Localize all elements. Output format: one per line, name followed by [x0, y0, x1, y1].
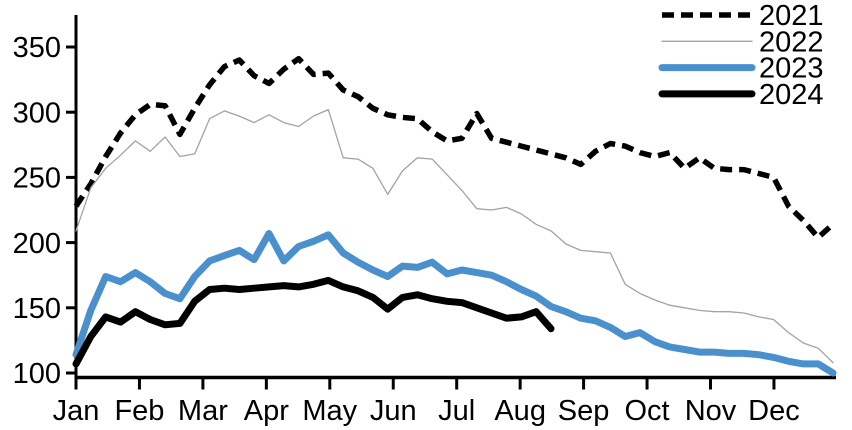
- x-tick-label: Jul: [438, 395, 475, 427]
- y-tick-label: 300: [13, 97, 61, 129]
- series-line-2023: [72, 230, 837, 377]
- x-tick-label: Aug: [494, 395, 546, 427]
- series-line-2024: [72, 276, 555, 368]
- legend-label-2021: 2021: [759, 0, 824, 32]
- x-tick-label: Feb: [114, 395, 164, 427]
- y-tick-label: 250: [13, 163, 61, 195]
- y-tick-label: 150: [13, 293, 61, 325]
- legend-entry-2023: 2023: [658, 53, 824, 85]
- x-tick-label: Jan: [53, 395, 100, 427]
- legend-entry-2021: 2021: [662, 0, 824, 32]
- y-tick-label: 350: [13, 32, 61, 64]
- legend-entry-2022: 2022: [661, 26, 824, 58]
- series-line-2021: [73, 55, 835, 241]
- x-tick-label: Nov: [685, 395, 737, 427]
- legend-label-2022: 2022: [759, 26, 824, 58]
- legend-entry-2024: 2024: [658, 79, 824, 111]
- x-tick-label: Mar: [178, 395, 228, 427]
- y-tick-label: 200: [13, 228, 61, 260]
- axes: 350 300 250 200 150 100 Jan Feb Mar Apr May Jun Jul A…: [13, 15, 836, 427]
- y-tick-label: 100: [13, 358, 61, 390]
- legend-label-2024: 2024: [759, 79, 824, 111]
- x-tick-label: May: [302, 395, 357, 427]
- x-tick-label: Apr: [244, 395, 289, 427]
- x-tick-label: Sep: [558, 395, 610, 427]
- x-tick-label: Oct: [624, 395, 669, 427]
- series-lines: [72, 55, 837, 377]
- x-tick-label: Jun: [370, 395, 417, 427]
- series-line-2022: [75, 108, 834, 364]
- legend-label-2023: 2023: [759, 53, 824, 85]
- x-tick-label: Dec: [748, 395, 800, 427]
